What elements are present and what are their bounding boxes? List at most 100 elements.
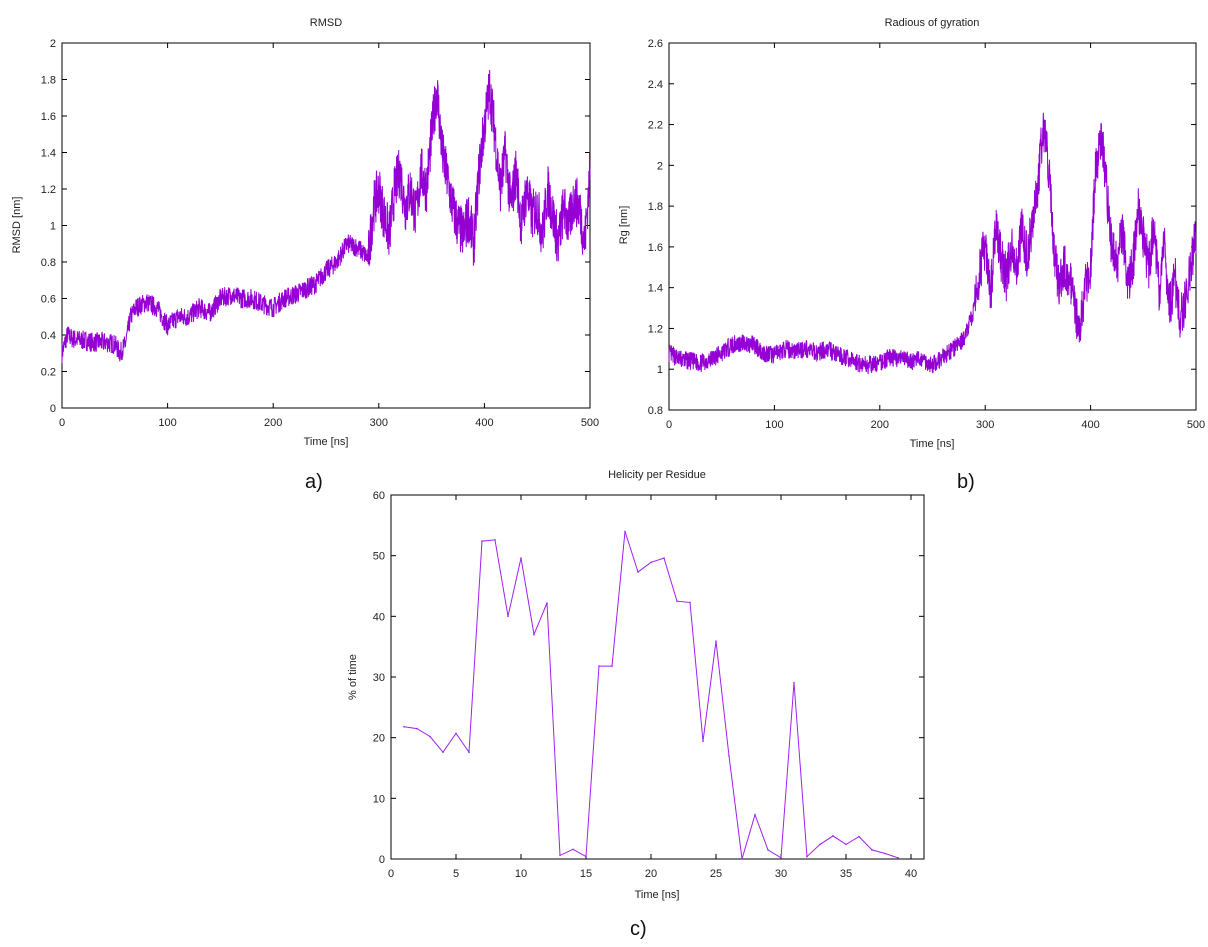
y-tick-label: 1.8 [648, 201, 663, 213]
x-tick-label: 400 [475, 417, 493, 429]
data-point [650, 561, 652, 564]
data-point [559, 854, 561, 857]
y-tick-label: 0.8 [648, 405, 663, 417]
helicity-chart: Helicity per Residue 0 5 10 15 20 25 30 35 40 0 1… [347, 469, 925, 901]
chart-title: Radious of gyration [885, 17, 980, 29]
y-tick-label: 0.4 [41, 330, 56, 342]
x-tick-labels: 0 5 10 15 20 25 30 35 40 [388, 495, 917, 880]
series-line [61, 69, 591, 364]
data-point [858, 835, 860, 838]
data-point [871, 849, 873, 851]
y-tick-label: 0.2 [41, 367, 56, 379]
y-tick-label: 2 [50, 38, 56, 50]
data-point [793, 681, 795, 684]
data-point [663, 557, 665, 559]
x-tick-label: 0 [388, 868, 394, 880]
data-point [728, 755, 730, 757]
y-tick-labels: 0.8 1 1.2 1.4 1.6 1.8 2 2.2 2.4 2.6 [648, 38, 1196, 417]
x-tick-label: 500 [1187, 419, 1205, 431]
x-tick-labels: 0 100 200 300 400 500 [666, 43, 1205, 431]
data-point [585, 855, 587, 858]
x-tick-label: 35 [840, 868, 852, 880]
data-point [819, 843, 821, 846]
data-point [546, 602, 548, 604]
data-point [429, 735, 431, 738]
series-line [668, 112, 1197, 375]
y-tick-label: 2.2 [648, 120, 663, 132]
y-tick-labels: 0 10 20 30 40 50 60 [373, 490, 924, 866]
data-point [741, 858, 743, 860]
data-point [520, 557, 522, 559]
data-point [598, 665, 600, 667]
x-tick-label: 10 [515, 868, 527, 880]
data-point [507, 615, 509, 618]
x-axis-label: Time [ns] [635, 889, 680, 901]
y-tick-label: 1 [657, 364, 663, 376]
y-tick-labels: 0 0.2 0.4 0.6 0.8 1 1.2 1.4 1.6 1.8 2 [41, 38, 590, 415]
y-tick-label: 1.6 [648, 242, 663, 254]
panel-label-a: a) [305, 471, 323, 493]
y-tick-label: 40 [373, 611, 385, 623]
y-tick-label: 1.4 [648, 283, 663, 295]
data-point [715, 640, 717, 642]
chart-title: Helicity per Residue [608, 469, 706, 481]
x-tick-label: 300 [370, 417, 388, 429]
y-tick-label: 1.6 [41, 111, 56, 123]
y-tick-label: 60 [373, 490, 385, 502]
data-point [897, 857, 899, 859]
data-point [416, 727, 418, 730]
y-tick-label: 1.8 [41, 75, 56, 87]
y-axis-label: RMSD [nm] [11, 197, 23, 254]
rmsd-chart: RMSD 0 100 200 300 400 500 0 0.2 0.4 0.6 0.8 1 1.2 1… [11, 17, 599, 448]
x-tick-label: 400 [1081, 419, 1099, 431]
data-point [767, 849, 769, 851]
y-tick-label: 0.6 [41, 294, 56, 306]
data-point [806, 855, 808, 858]
y-tick-label: 1.2 [648, 323, 663, 335]
data-point [442, 751, 444, 753]
x-tick-label: 200 [264, 417, 282, 429]
x-tick-label: 0 [59, 417, 65, 429]
chart-title: RMSD [310, 17, 342, 29]
series-line [403, 531, 899, 860]
plot-frame [668, 42, 1197, 411]
data-point [754, 813, 756, 816]
x-axis-label: Time [ns] [910, 438, 955, 450]
plot-frame [61, 42, 591, 409]
data-point [481, 540, 483, 542]
y-tick-label: 2 [657, 160, 663, 172]
y-axis-label: % of time [347, 654, 359, 700]
data-point [884, 852, 886, 855]
y-tick-label: 0 [50, 403, 56, 415]
y-tick-label: 0 [379, 854, 385, 866]
x-tick-label: 300 [976, 419, 994, 431]
data-point [845, 843, 847, 846]
y-tick-label: 0.8 [41, 257, 56, 269]
y-tick-label: 1.2 [41, 184, 56, 196]
y-tick-label: 1 [50, 221, 56, 233]
x-tick-label: 15 [580, 868, 592, 880]
data-point [611, 665, 613, 667]
y-tick-label: 2.4 [648, 79, 663, 91]
x-axis-label: Time [ns] [304, 436, 349, 448]
x-tick-label: 200 [871, 419, 889, 431]
data-point [780, 857, 782, 859]
x-tick-label: 100 [158, 417, 176, 429]
y-axis-label: Rg [nm] [618, 206, 630, 245]
x-tick-label: 5 [453, 868, 459, 880]
x-tick-label: 500 [581, 417, 599, 429]
x-tick-label: 100 [765, 419, 783, 431]
x-tick-label: 0 [666, 419, 672, 431]
panel-label-b: b) [957, 471, 975, 493]
data-point [494, 539, 496, 541]
data-point [676, 600, 678, 602]
data-point [689, 601, 691, 604]
x-tick-label: 40 [905, 868, 917, 880]
y-tick-label: 10 [373, 793, 385, 805]
y-tick-label: 2.6 [648, 38, 663, 50]
x-tick-labels: 0 100 200 300 400 500 [59, 43, 599, 429]
x-tick-label: 20 [645, 868, 657, 880]
y-tick-label: 30 [373, 672, 385, 684]
x-tick-label: 25 [710, 868, 722, 880]
